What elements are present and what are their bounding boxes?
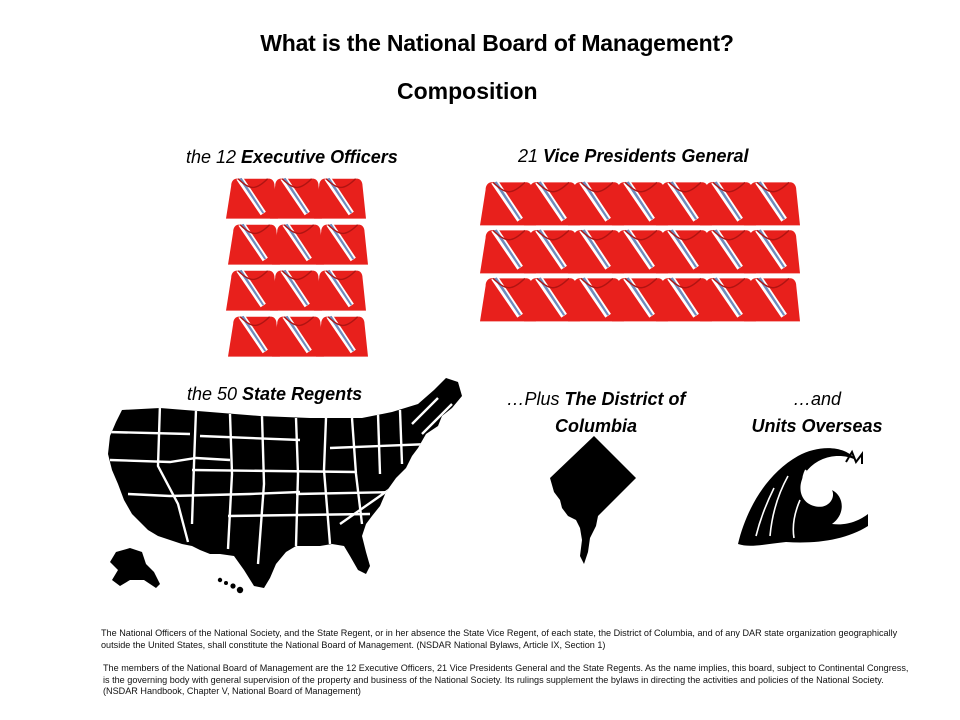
sash-icon xyxy=(270,269,322,311)
sash-icon xyxy=(656,181,712,226)
sash-icon xyxy=(226,177,278,219)
sash-icon xyxy=(524,277,580,322)
sash-icon xyxy=(480,181,536,226)
overseas-prefix: …and xyxy=(792,389,842,409)
page-title: What is the National Board of Management… xyxy=(260,30,734,56)
sash-icon xyxy=(612,277,668,322)
sash-icon xyxy=(568,181,624,226)
vice-presidents-label: 21 Vice Presidents General xyxy=(518,146,748,167)
sash-icon xyxy=(316,315,368,357)
sash-icon xyxy=(228,315,280,357)
wave-icon xyxy=(738,448,868,546)
vp-emphasis: Vice Presidents General xyxy=(543,146,749,166)
executive-emphasis: Executive Officers xyxy=(241,147,398,167)
sash-icon xyxy=(744,277,800,322)
sash-icon xyxy=(314,269,366,311)
sash-icon xyxy=(270,177,322,219)
contiguous-states xyxy=(108,378,462,588)
sash-icon xyxy=(272,223,324,265)
alaska-hawaii xyxy=(110,548,244,594)
section-subtitle: Composition xyxy=(397,78,538,104)
sash-icon xyxy=(700,277,756,322)
sash-icon xyxy=(226,269,278,311)
state-borders xyxy=(108,397,453,565)
sash-icon xyxy=(744,181,800,226)
bylaws-footnote: The National Officers of the National So… xyxy=(101,628,898,650)
vp-prefix: 21 xyxy=(518,146,544,166)
district-of-columbia-label: …Plus The District of Columbia xyxy=(480,386,712,440)
dc-prefix: …Plus xyxy=(506,389,565,409)
sash-icon xyxy=(524,181,580,226)
states-prefix: the 50 xyxy=(187,384,243,404)
sash-icon xyxy=(700,229,756,274)
sash-icon xyxy=(272,315,324,357)
vice-presidents-sash-grid xyxy=(480,178,800,326)
executive-prefix: the 12 xyxy=(186,147,242,167)
dc-emphasis: The District of Columbia xyxy=(554,389,686,436)
executive-officers-label: the 12 Executive Officers xyxy=(186,147,398,168)
sash-icon xyxy=(656,277,712,322)
sash-icon xyxy=(568,277,624,322)
units-overseas-label: …and Units Overseas xyxy=(737,386,897,440)
sash-icon xyxy=(314,177,366,219)
sash-icon xyxy=(568,229,624,274)
sash-icon xyxy=(228,223,280,265)
sash-icon xyxy=(524,229,580,274)
dc-map-icon xyxy=(550,436,636,564)
sash-icon xyxy=(480,277,536,322)
sash-icon xyxy=(612,229,668,274)
sash-icon xyxy=(656,229,712,274)
sash-icon xyxy=(612,181,668,226)
states-emphasis: State Regents xyxy=(242,384,363,404)
sash-icon xyxy=(744,229,800,274)
us-map-icon xyxy=(108,378,462,594)
handbook-footnote: The members of the National Board of Man… xyxy=(103,663,909,697)
sash-icon xyxy=(480,229,536,274)
sash-icon xyxy=(700,181,756,226)
state-regents-label: the 50 State Regents xyxy=(187,384,362,405)
sash-icon xyxy=(316,223,368,265)
executive-officers-sash-grid xyxy=(226,174,368,360)
overseas-emphasis: Units Overseas xyxy=(751,416,883,436)
